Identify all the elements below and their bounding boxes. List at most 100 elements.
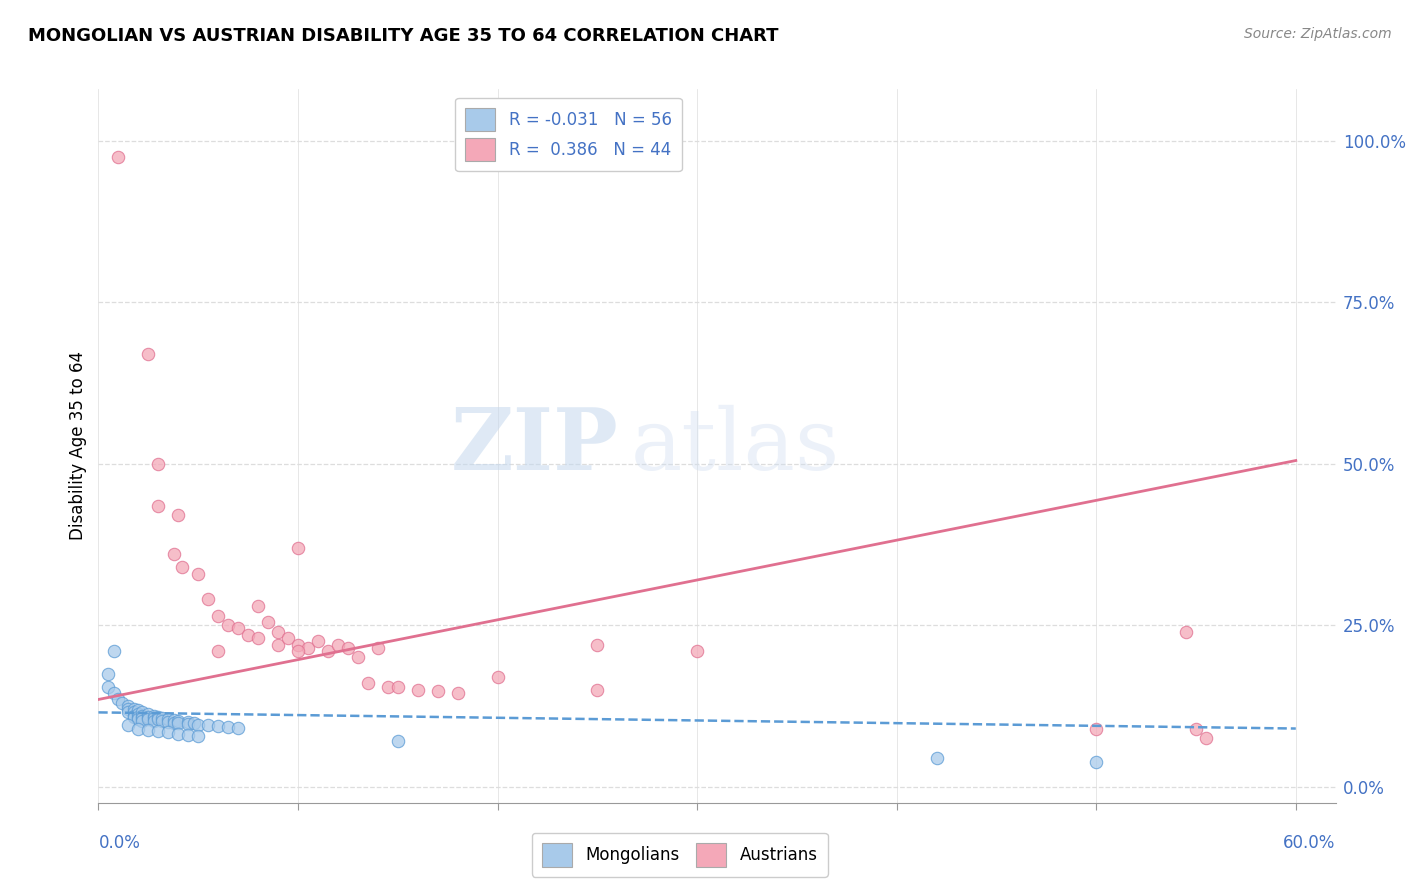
Point: [103, 686, 125, 700]
Point: [187, 566, 209, 581]
Point: [167, 508, 190, 523]
Point: [127, 712, 149, 726]
Point: [387, 734, 409, 748]
Point: [326, 638, 349, 652]
Point: [150, 714, 173, 728]
Point: [1085, 755, 1108, 769]
Point: [150, 711, 173, 725]
Point: [197, 592, 219, 607]
Point: [297, 640, 319, 655]
Point: [287, 541, 309, 555]
Point: [163, 547, 186, 561]
Point: [136, 710, 159, 724]
Point: [117, 706, 139, 720]
Point: [117, 718, 139, 732]
Point: [143, 714, 166, 728]
Point: [177, 728, 200, 742]
Point: [136, 713, 159, 727]
Point: [148, 710, 170, 724]
Text: atlas: atlas: [630, 404, 839, 488]
Point: [136, 347, 159, 361]
Point: [426, 684, 449, 698]
Point: [207, 608, 229, 623]
Point: [157, 725, 180, 739]
Point: [686, 644, 709, 658]
Point: [336, 640, 359, 655]
Point: [124, 702, 146, 716]
Point: [287, 638, 309, 652]
Point: [143, 711, 166, 725]
Point: [167, 716, 190, 731]
Point: [103, 644, 125, 658]
Point: [357, 676, 380, 690]
Point: [316, 644, 339, 658]
Point: [148, 724, 170, 739]
Point: [207, 644, 229, 658]
Y-axis label: Disability Age 35 to 64: Disability Age 35 to 64: [69, 351, 87, 541]
Point: [127, 722, 149, 736]
Point: [406, 682, 429, 697]
Point: [136, 707, 159, 722]
Point: [1175, 624, 1198, 639]
Point: [131, 711, 153, 725]
Point: [124, 708, 146, 723]
Point: [157, 712, 180, 726]
Point: [97, 666, 120, 681]
Text: 0.0%: 0.0%: [98, 834, 141, 852]
Point: [117, 702, 139, 716]
Point: [277, 631, 299, 645]
Point: [187, 717, 209, 731]
Point: [117, 698, 139, 713]
Point: [177, 717, 200, 731]
Text: Source: ZipAtlas.com: Source: ZipAtlas.com: [1244, 27, 1392, 41]
Point: [127, 706, 149, 721]
Point: [172, 560, 194, 574]
Point: [136, 723, 159, 737]
Point: [124, 706, 146, 720]
Point: [167, 727, 190, 741]
Point: [187, 729, 209, 743]
Point: [197, 718, 219, 732]
Point: [247, 631, 270, 645]
Point: [97, 680, 120, 694]
Point: [267, 638, 290, 652]
Point: [347, 650, 370, 665]
Point: [586, 682, 609, 697]
Point: [586, 638, 609, 652]
Point: [167, 714, 190, 728]
Point: [226, 721, 249, 735]
Point: [131, 706, 153, 720]
Text: 60.0%: 60.0%: [1284, 834, 1336, 852]
Point: [257, 615, 280, 629]
Point: [236, 628, 259, 642]
Point: [925, 750, 948, 764]
Point: [1195, 731, 1218, 746]
Point: [157, 715, 180, 730]
Point: [307, 634, 329, 648]
Point: [183, 715, 205, 730]
Point: [107, 150, 129, 164]
Point: [127, 710, 149, 724]
Point: [131, 708, 153, 723]
Point: [177, 715, 200, 730]
Point: [111, 696, 134, 710]
Point: [367, 640, 389, 655]
Point: [226, 622, 249, 636]
Point: [1085, 722, 1108, 736]
Point: [377, 680, 399, 694]
Point: [163, 713, 186, 727]
Text: ZIP: ZIP: [450, 404, 619, 488]
Point: [127, 703, 149, 717]
Point: [131, 714, 153, 728]
Point: [446, 686, 468, 700]
Point: [267, 624, 290, 639]
Point: [107, 692, 129, 706]
Point: [207, 719, 229, 733]
Text: MONGOLIAN VS AUSTRIAN DISABILITY AGE 35 TO 64 CORRELATION CHART: MONGOLIAN VS AUSTRIAN DISABILITY AGE 35 …: [28, 27, 779, 45]
Point: [1185, 722, 1208, 736]
Point: [124, 710, 146, 724]
Point: [217, 720, 239, 734]
Point: [486, 670, 509, 684]
Point: [287, 644, 309, 658]
Legend: Mongolians, Austrians: Mongolians, Austrians: [531, 833, 828, 877]
